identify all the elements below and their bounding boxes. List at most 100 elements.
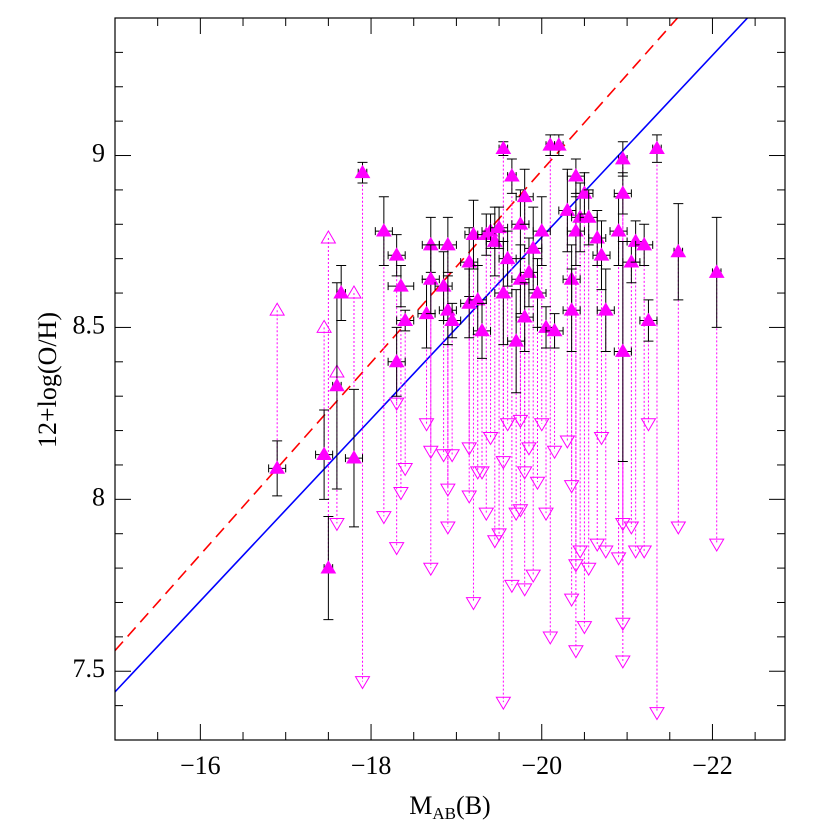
point [589, 230, 606, 244]
lower-marker [576, 621, 593, 635]
point [495, 140, 512, 155]
lower-marker [614, 655, 631, 669]
lower-marker [568, 559, 584, 573]
plot-frame [114, 17, 786, 741]
point [580, 209, 597, 223]
point [568, 223, 584, 237]
point [708, 264, 725, 278]
point [465, 226, 482, 240]
lower-marker [393, 487, 409, 501]
lower-marker [504, 579, 520, 594]
lower-marker [499, 418, 516, 432]
point [636, 236, 653, 251]
lower-marker [439, 521, 456, 535]
point [329, 377, 345, 392]
lower-marker [623, 521, 640, 535]
point [563, 302, 580, 316]
lower-marker [649, 707, 665, 721]
x-tick-label: −16 [180, 751, 221, 780]
lower-marker [486, 535, 503, 549]
point [375, 223, 392, 237]
point [614, 185, 631, 199]
point [474, 322, 490, 337]
lower-marker [521, 442, 537, 456]
x-tick-label: −18 [351, 751, 392, 780]
point [499, 250, 516, 265]
point [593, 247, 610, 261]
upper-marker [346, 285, 362, 299]
point [418, 305, 435, 320]
point [546, 322, 563, 337]
point [491, 219, 507, 234]
lower-marker [465, 597, 482, 611]
upper-marker [269, 302, 286, 316]
point [333, 285, 350, 299]
point [550, 137, 567, 151]
point [512, 216, 529, 230]
x-tick-label: −22 [692, 751, 733, 780]
point [397, 312, 414, 326]
lower-marker [516, 583, 533, 597]
point [512, 271, 529, 285]
upper-marker [316, 319, 332, 333]
point [388, 353, 405, 368]
point [568, 168, 584, 182]
lower-marker [640, 418, 657, 432]
lower-marker [533, 418, 550, 432]
lower-marker [444, 449, 461, 463]
lower-marker [474, 466, 490, 480]
fit-line [115, 18, 749, 693]
x-label-tail: (B) [456, 791, 491, 820]
point [444, 312, 461, 326]
point [393, 278, 409, 292]
point [269, 460, 286, 474]
point [346, 450, 362, 464]
point [486, 233, 503, 247]
point [504, 168, 520, 182]
lower-marker [538, 507, 554, 522]
y-tick-label: 8.5 [73, 310, 106, 339]
point [439, 236, 456, 251]
point [640, 312, 657, 326]
point [610, 223, 627, 237]
point [316, 446, 332, 461]
lower-marker [593, 432, 610, 446]
lower-marker [589, 538, 606, 553]
lower-marker [508, 507, 525, 522]
lower-marker [542, 631, 559, 645]
lower-marker [563, 480, 580, 494]
point [388, 247, 405, 261]
point [559, 202, 576, 216]
point [623, 254, 640, 268]
lower-marker [495, 456, 512, 470]
y-tick-label: 7.5 [73, 654, 106, 683]
point [516, 309, 533, 323]
point [614, 150, 631, 165]
lower-marker [580, 562, 597, 577]
lower-marker [375, 511, 392, 525]
point [320, 560, 337, 574]
lower-marker [597, 545, 614, 559]
point [533, 223, 550, 237]
lower-marker [422, 562, 439, 577]
lower-marker [435, 449, 452, 463]
lower-marker [495, 696, 512, 711]
lower-marker [422, 445, 439, 460]
lower-marker [559, 435, 576, 449]
y-tick-label: 9 [92, 138, 105, 167]
upper-marker [320, 230, 337, 244]
lower-marker [610, 552, 627, 566]
lower-marker [478, 507, 495, 522]
point [354, 164, 371, 179]
point [435, 278, 452, 292]
lower-marker [461, 490, 478, 504]
x-label-sub: AB [432, 804, 456, 823]
lower-marker [614, 617, 631, 632]
point [469, 291, 486, 306]
lower-marker [388, 397, 405, 412]
x-axis-label: MAB(B) [409, 791, 490, 823]
lower-marker [397, 462, 414, 477]
point [670, 243, 687, 258]
y-tick-label: 8 [92, 482, 105, 511]
